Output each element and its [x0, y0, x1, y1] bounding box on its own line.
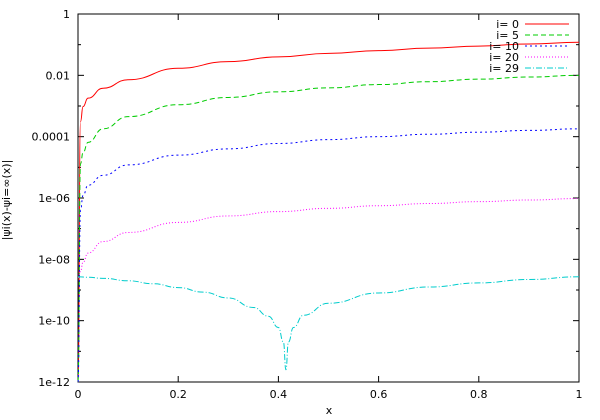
series-line-4: [77, 276, 580, 371]
x-tick-label: 0.4: [270, 388, 288, 401]
y-tick-label: 1e-08: [38, 253, 70, 266]
legend-label: i= 29: [489, 62, 519, 75]
series-line-3: [77, 198, 580, 279]
y-tick-label: 0.0001: [32, 131, 71, 144]
x-tick-label: 0: [75, 388, 82, 401]
legend-label: i= 0: [496, 18, 519, 31]
legend-label: i= 20: [489, 51, 519, 64]
series-line-2: [77, 128, 580, 383]
x-tick-label: 0.6: [370, 388, 388, 401]
x-axis-label: x: [326, 404, 333, 417]
x-tick-label: 0.2: [169, 388, 187, 401]
x-tick-label: 1: [576, 388, 583, 401]
series-line-1: [77, 74, 580, 383]
y-tick-label: 1: [63, 8, 70, 21]
x-tick-label: 0.8: [470, 388, 488, 401]
y-axis-label: |ψi(x)-ψi=∞(x)|: [0, 160, 13, 241]
y-tick-label: 0.01: [46, 69, 71, 82]
y-tick-label: 1e-10: [38, 315, 70, 328]
series-line-0: [77, 41, 580, 383]
y-tick-label: 1e-06: [38, 192, 70, 205]
legend-label: i= 10: [489, 40, 519, 53]
legend-label: i= 5: [496, 29, 519, 42]
y-tick-label: 1e-12: [38, 376, 70, 389]
